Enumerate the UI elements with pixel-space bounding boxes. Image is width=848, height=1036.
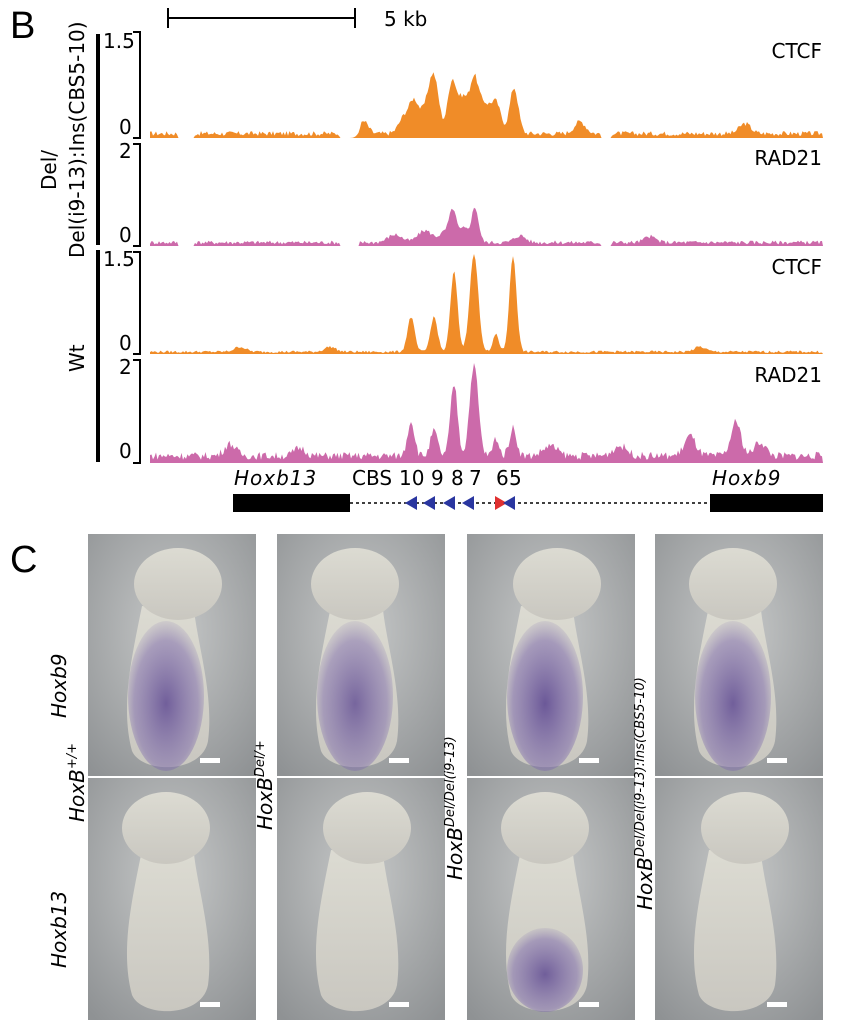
condition-label-del-ins: Del(i9-13):Ins(CBS5-10) xyxy=(65,21,89,258)
ctcf-mutant-track xyxy=(150,72,823,138)
track-3-label: CTCF xyxy=(772,255,822,279)
embryo-photo-r2-c4 xyxy=(655,778,823,1020)
y-axis-ticks xyxy=(133,31,141,464)
embryo-photo-r1-c4 xyxy=(655,534,823,776)
condition-label-wt: Wt xyxy=(65,344,89,372)
cbs-number-10: 10 xyxy=(399,466,424,490)
panel-b-letter: B xyxy=(10,5,35,47)
embryo-photo-r2-c1 xyxy=(88,778,256,1020)
track-1-ymax: 1.5 xyxy=(103,29,135,53)
row-label-hoxb9: Hoxb9 xyxy=(47,653,71,718)
genotype-del-del-sup: Del/Del(i9-13) xyxy=(443,736,458,827)
track-4-label: RAD21 xyxy=(754,363,822,387)
ctcf-wt-track xyxy=(150,254,823,354)
genotype-label-del-del: HoxBDel/Del(i9-13) xyxy=(443,736,467,880)
cbs-number-7: 7 xyxy=(469,466,482,490)
cbs9-arrow xyxy=(423,496,435,510)
genotype-del-ins-base: HoxB xyxy=(633,857,657,910)
genotype-wt-sup: +/+ xyxy=(65,743,80,769)
genotype-label-del-ins: HoxBDel/Del(i9-13):Ins(CBS5-10) xyxy=(633,677,657,910)
track-2-label: RAD21 xyxy=(754,146,822,170)
embryo-photo-r2-c3 xyxy=(467,778,635,1020)
panel-c-letter: C xyxy=(10,539,37,581)
gene-box-hoxb9 xyxy=(710,494,823,512)
cbs-prefix: CBS xyxy=(352,466,392,490)
track-3-ymax: 1.5 xyxy=(103,247,135,271)
track-2-ymin: 0 xyxy=(119,223,132,247)
embryo-photo-grid xyxy=(88,534,823,1020)
genotype-del-het-base: HoxB xyxy=(253,777,277,830)
cbs7-arrow xyxy=(462,496,474,510)
condition-label-del: Del/ xyxy=(37,150,61,190)
genotype-label-wt: HoxB+/+ xyxy=(65,743,89,822)
cbs-number-5: 5 xyxy=(509,466,522,490)
scale-bar xyxy=(167,8,356,28)
cbs-number-8: 8 xyxy=(451,466,464,490)
gene-label-hoxb9: Hoxb9 xyxy=(712,466,782,490)
row-label-hoxb13: Hoxb13 xyxy=(47,891,71,968)
genotype-label-del-het: HoxBDel/+ xyxy=(253,740,277,830)
track-1-ymin: 0 xyxy=(119,115,132,139)
track-3-ymin: 0 xyxy=(119,331,132,355)
cbs5-arrow xyxy=(503,496,515,510)
track-4-ymax: 2 xyxy=(119,355,132,379)
genotype-del-del-base: HoxB xyxy=(443,827,467,880)
panel-c: C Hoxb9 Hoxb13 HoxB+/+ HoxBDel/+ HoxBDel… xyxy=(10,534,823,1020)
cbs-arrows xyxy=(405,496,515,510)
embryo-photo-r1-c1 xyxy=(88,534,256,776)
genotype-del-het-sup: Del/+ xyxy=(253,740,268,777)
gene-box-hoxb13 xyxy=(233,494,350,512)
cbs10-arrow xyxy=(405,496,417,510)
track-1-label: CTCF xyxy=(772,39,822,63)
cbs6-arrow xyxy=(495,496,507,510)
scale-bar-label: 5 kb xyxy=(384,7,427,31)
gene-label-hoxb13: Hoxb13 xyxy=(234,466,317,490)
cbs-number-6: 6 xyxy=(496,466,509,490)
embryo-photo-r1-c3 xyxy=(467,534,635,776)
genotype-wt-base: HoxB xyxy=(65,769,89,822)
cbs8-arrow xyxy=(443,496,455,510)
embryo-photo-r2-c2 xyxy=(277,778,445,1020)
embryo-photo-r1-c2 xyxy=(277,534,445,776)
panel-b: B 5 kb Del/ Del(i9-13):Ins(CBS5-10) Wt 1… xyxy=(10,5,823,512)
cbs-number-9: 9 xyxy=(431,466,444,490)
track-4-ymin: 0 xyxy=(119,439,132,463)
rad21-mutant-track xyxy=(150,207,823,246)
track-2-ymax: 2 xyxy=(119,139,132,163)
rad21-wt-track xyxy=(150,363,823,463)
genotype-del-ins-sup: Del/Del(i9-13):Ins(CBS5-10) xyxy=(633,677,648,857)
